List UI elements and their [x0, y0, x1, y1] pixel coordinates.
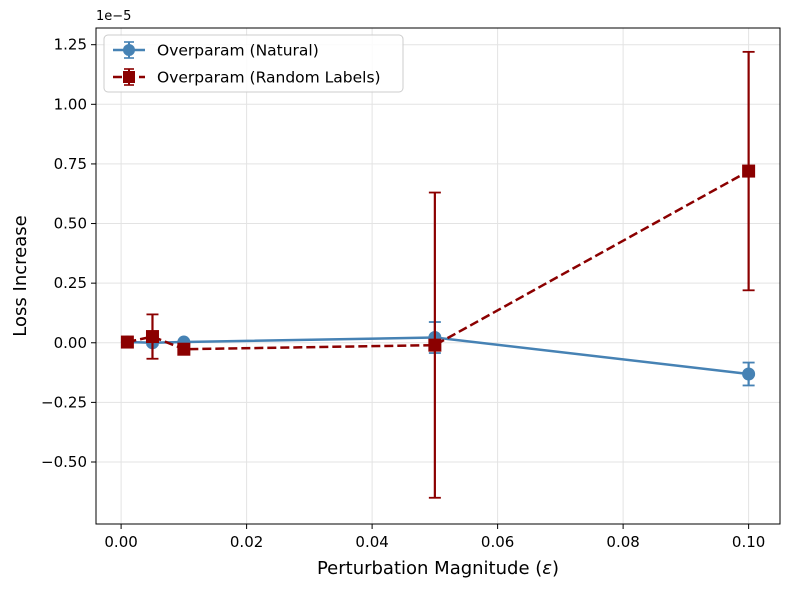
legend-entry: Overparam (Random Labels): [113, 68, 381, 87]
x-tick-label: 0.10: [732, 533, 765, 551]
x-ticks: 0.00 0.02 0.04 0.06 0.08 0.10: [104, 524, 765, 551]
data-point: [742, 367, 756, 381]
y-offset-label: 1e−5: [96, 9, 131, 24]
y-ticks: −0.50 −0.25 0.00 0.25 0.50 0.75 1.00 1.25: [41, 36, 96, 471]
y-tick-label: 0.75: [54, 155, 87, 173]
series-layer: [120, 50, 756, 499]
data-point: [428, 338, 442, 352]
legend-label: Overparam (Random Labels): [157, 69, 381, 87]
data-point: [145, 330, 159, 344]
y-axis-label: Loss Increase: [10, 215, 31, 336]
data-point: [742, 164, 756, 178]
legend-box: [103, 34, 404, 93]
x-axis-label-close: ): [552, 558, 559, 579]
data-point: [120, 335, 134, 349]
y-tick-label: 0.00: [54, 334, 87, 352]
x-tick-label: 0.08: [606, 533, 639, 551]
y-tick-label: −0.50: [41, 453, 87, 471]
legend: Overparam (Natural) Overparam (Random Lab…: [103, 34, 404, 93]
legend-swatch-marker: [123, 44, 135, 56]
x-axis-label-symbol: ε: [542, 558, 552, 579]
x-tick-label: 0.00: [104, 533, 137, 551]
series-2: [120, 50, 756, 499]
data-point: [177, 342, 191, 356]
y-tick-label: −0.25: [41, 393, 87, 411]
x-tick-label: 0.02: [230, 533, 263, 551]
x-tick-label: 0.04: [355, 533, 388, 551]
x-axis-label-text: Perturbation Magnitude (: [317, 558, 542, 579]
x-axis-label: Perturbation Magnitude (ε): [317, 558, 559, 579]
y-tick-label: 1.00: [54, 95, 87, 113]
plot-frame: [95, 27, 781, 525]
legend-label: Overparam (Natural): [157, 42, 319, 60]
legend-swatch-marker: [123, 71, 135, 83]
x-tick-label: 0.06: [481, 533, 514, 551]
legend-entry: Overparam (Natural): [113, 41, 319, 60]
y-tick-label: 1.25: [54, 36, 87, 54]
y-tick-label: 0.25: [54, 274, 87, 292]
y-tick-label: 0.50: [54, 215, 87, 233]
